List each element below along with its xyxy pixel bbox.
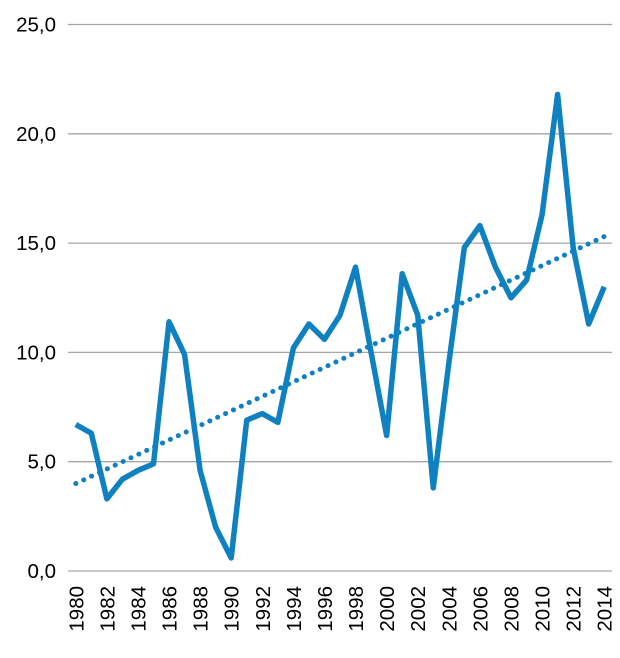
x-tick-label: 2006 [469, 586, 492, 632]
y-tick-label: 15,0 [16, 232, 56, 255]
x-tick-label: 1984 [127, 586, 150, 632]
x-tick-label: 2012 [563, 586, 586, 632]
x-tick-label: 1998 [345, 586, 368, 632]
y-tick-label: 20,0 [16, 123, 56, 146]
data-line [74, 91, 607, 561]
x-tick-label: 1992 [252, 586, 275, 632]
y-tick-label: 10,0 [16, 341, 56, 364]
x-tick-label: 2008 [500, 586, 523, 632]
x-tick-label: 1986 [159, 586, 182, 632]
x-tick-label: 1980 [65, 586, 88, 632]
y-tick-label: 25,0 [16, 14, 56, 37]
x-tick-label: 1994 [283, 586, 306, 632]
x-tick-label: 2002 [407, 586, 430, 632]
x-tick-label: 1988 [190, 586, 213, 632]
x-tick-label: 2010 [532, 586, 555, 632]
y-tick-label: 5,0 [28, 451, 57, 474]
x-tick-label: 1996 [314, 586, 337, 632]
x-tick-label: 1990 [221, 586, 244, 632]
x-tick-label: 2004 [438, 586, 461, 632]
x-tick-label: 1982 [96, 586, 119, 632]
y-tick-label: 0,0 [28, 560, 57, 583]
x-tick-label: 2000 [376, 586, 399, 632]
trend-line [73, 234, 607, 487]
x-tick-label: 2014 [594, 586, 617, 632]
